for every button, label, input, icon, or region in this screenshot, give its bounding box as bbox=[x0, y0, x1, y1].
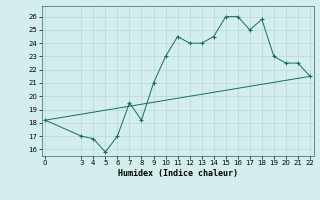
X-axis label: Humidex (Indice chaleur): Humidex (Indice chaleur) bbox=[118, 169, 237, 178]
